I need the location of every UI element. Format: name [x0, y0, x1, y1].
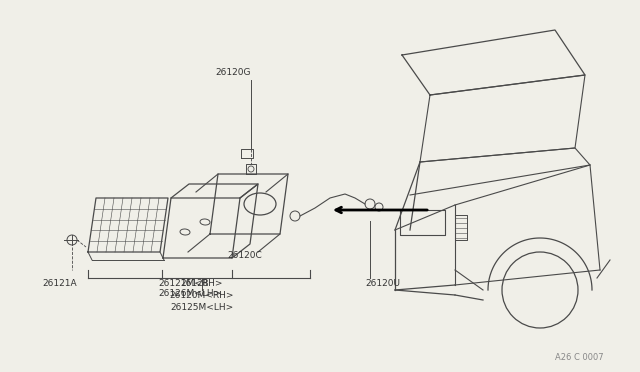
Text: 26120U: 26120U — [365, 279, 400, 288]
Text: 26121A: 26121A — [42, 279, 77, 288]
Text: 26120G: 26120G — [215, 67, 251, 77]
Text: 26125M<LH>: 26125M<LH> — [170, 304, 234, 312]
Text: 26126M<LH>: 26126M<LH> — [158, 289, 221, 298]
Text: 26121M<RH>: 26121M<RH> — [158, 279, 223, 288]
Text: 26120C: 26120C — [227, 250, 262, 260]
Text: A26 C 0007: A26 C 0007 — [555, 353, 604, 362]
Text: 26120M<RH>: 26120M<RH> — [170, 292, 234, 301]
Text: 26128: 26128 — [180, 279, 209, 288]
